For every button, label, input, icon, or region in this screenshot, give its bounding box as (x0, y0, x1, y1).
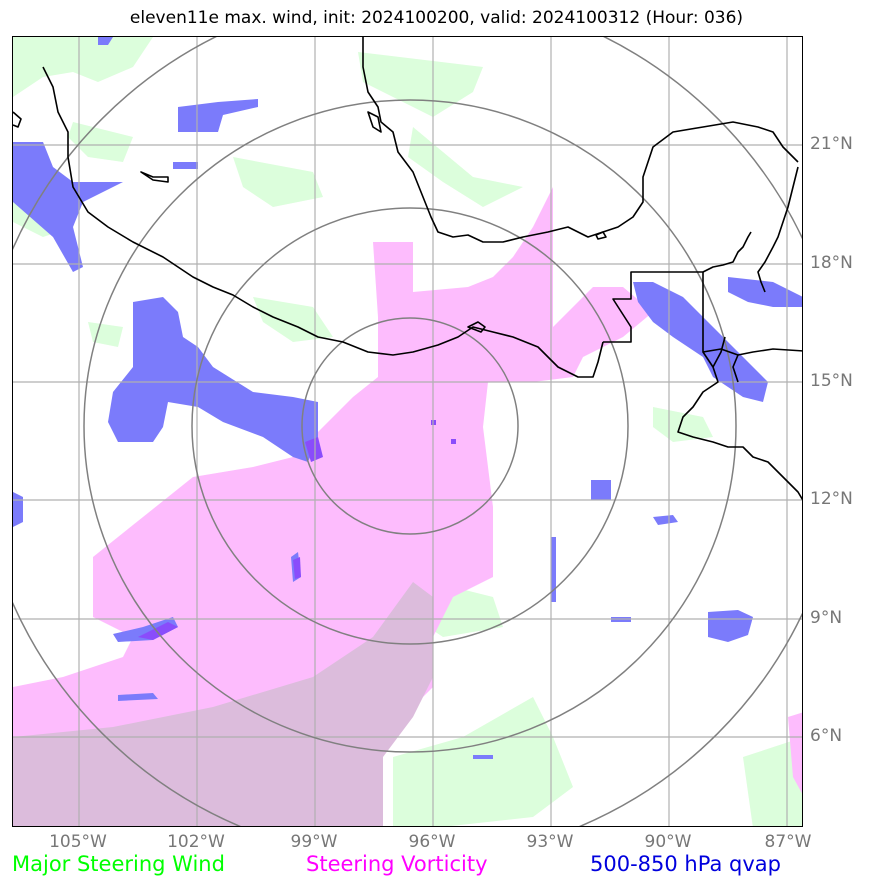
legend-steering-vorticity: Steering Vorticity (306, 852, 488, 876)
lon-label-93w: 93°W (526, 832, 574, 852)
range-rings (13, 37, 802, 826)
overlap-shading (13, 582, 433, 826)
longitude-grid (78, 37, 788, 826)
lat-label-21n: 21°N (810, 134, 853, 154)
legend-steering-wind: Major Steering Wind (12, 852, 225, 876)
lat-label-12n: 12°N (810, 489, 853, 509)
legend-qvap: 500-850 hPa qvap (590, 852, 781, 876)
lon-label-87w: 87°W (764, 832, 812, 852)
lat-label-6n: 6°N (810, 726, 843, 746)
lat-label-15n: 15°N (810, 371, 853, 391)
lon-label-99w: 99°W (290, 832, 338, 852)
map-title: eleven11e max. wind, init: 2024100200, v… (129, 8, 744, 28)
lon-label-105w: 105°W (49, 832, 107, 852)
lon-label-102w: 102°W (167, 832, 225, 852)
coastlines (13, 37, 802, 501)
qvap-vorticity-overlap (138, 420, 456, 640)
map-panel[interactable] (12, 36, 803, 827)
lon-label-96w: 96°W (408, 832, 456, 852)
map-canvas (13, 37, 802, 826)
lon-label-90w: 90°W (644, 832, 692, 852)
lat-label-9n: 9°N (810, 608, 843, 628)
steering-vorticity-shading (13, 187, 802, 826)
lat-label-18n: 18°N (810, 253, 853, 273)
